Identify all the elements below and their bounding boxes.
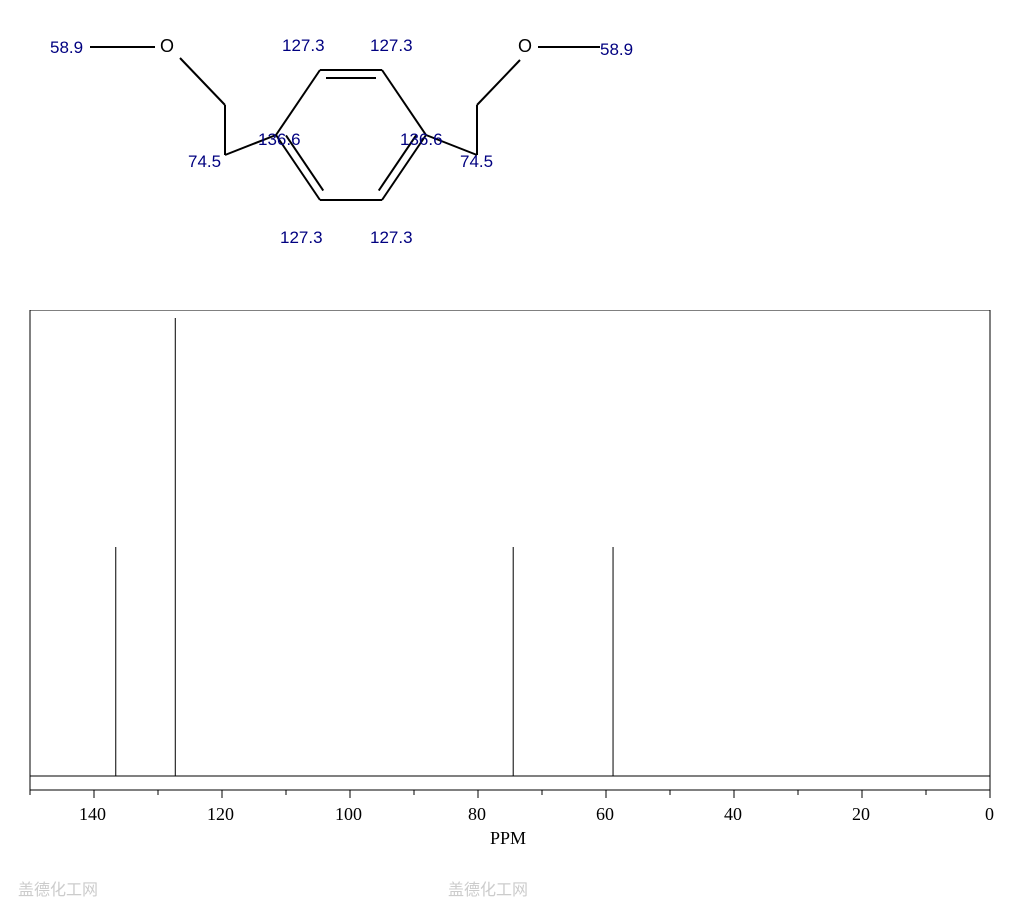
chemical-shift-label: 58.9	[50, 38, 83, 58]
chemical-shift-label: 127.3	[282, 36, 325, 56]
chemical-shift-label: 136.6	[400, 130, 443, 150]
x-tick-label: 120	[207, 804, 234, 825]
chemical-shift-label: 136.6	[258, 130, 301, 150]
x-tick-label: 20	[852, 804, 870, 825]
x-tick-label: 100	[335, 804, 362, 825]
chemical-shift-label: 74.5	[188, 152, 221, 172]
spectrum-svg	[20, 310, 1004, 870]
spectrum-frame	[30, 310, 990, 790]
bond	[477, 60, 520, 105]
bond	[276, 70, 320, 135]
bond	[180, 58, 225, 105]
watermark-center: 盖德化工网	[448, 876, 528, 900]
chemical-shift-label: 58.9	[600, 40, 633, 60]
x-tick-label: 80	[468, 804, 486, 825]
chemical-shift-label: 127.3	[370, 228, 413, 248]
molecular-structure: O O 58.9 74.5 136.6 127.3 127.3 127.3 127.3 136…	[30, 20, 670, 260]
chemical-shift-label: 127.3	[280, 228, 323, 248]
chemical-shift-label: 127.3	[370, 36, 413, 56]
structure-svg	[30, 20, 670, 260]
watermark-left: 盖德化工网	[18, 876, 98, 900]
x-tick-label: 60	[596, 804, 614, 825]
x-tick-label: 40	[724, 804, 742, 825]
atom-oxygen-right: O	[518, 36, 532, 57]
atom-oxygen-left: O	[160, 36, 174, 57]
chemical-shift-label: 74.5	[460, 152, 493, 172]
x-tick-label: 0	[985, 804, 994, 825]
bond	[382, 70, 426, 135]
x-tick-label: 140	[79, 804, 106, 825]
x-axis-label: PPM	[490, 828, 526, 849]
nmr-spectrum: PPM 140 120 100 80 60 40 20 0	[20, 310, 1004, 870]
